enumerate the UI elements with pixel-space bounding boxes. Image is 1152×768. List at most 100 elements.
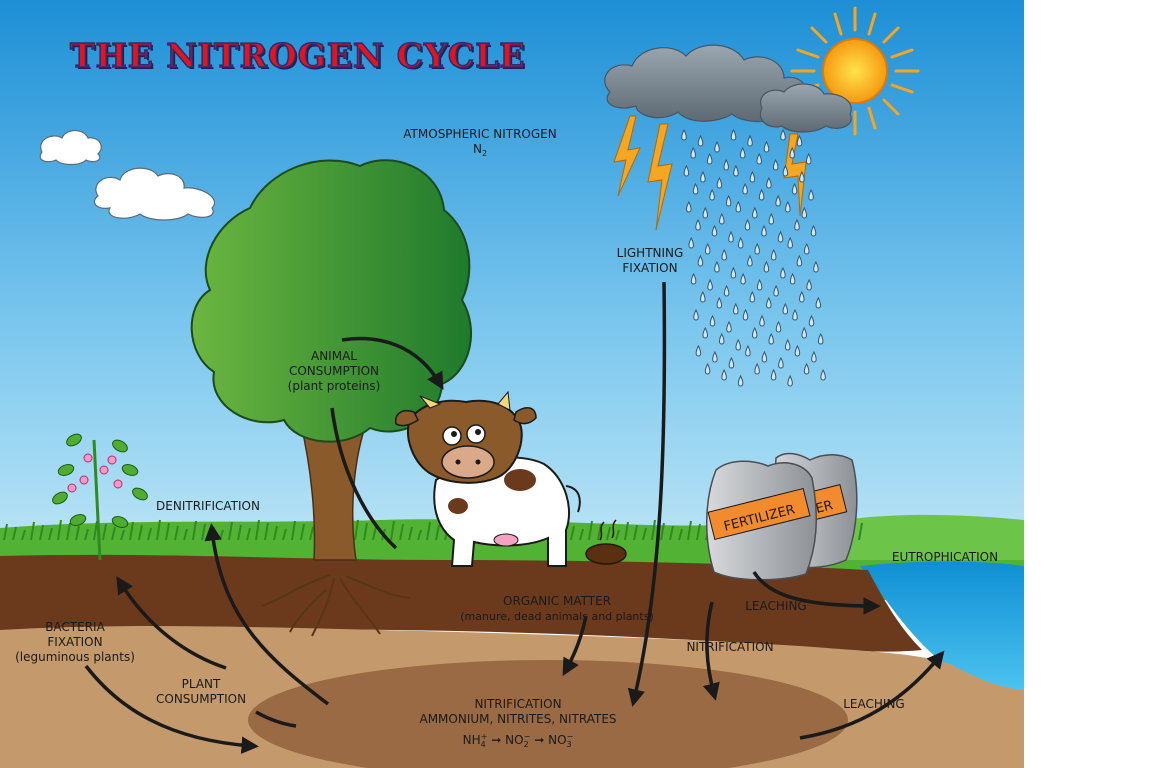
no2-text: NO bbox=[505, 733, 524, 747]
rain-drop-icon bbox=[820, 368, 826, 381]
rain-drop-icon bbox=[702, 326, 708, 339]
rain-drop-icon bbox=[711, 224, 718, 237]
lightning-text: LIGHTNING bbox=[616, 246, 684, 260]
rain-drop-icon bbox=[754, 242, 760, 255]
rain-drop-icon bbox=[690, 146, 696, 159]
grass-blade bbox=[237, 524, 242, 541]
grass-blade bbox=[57, 519, 62, 541]
rain-drop-icon bbox=[721, 368, 727, 381]
rain-drop-icon bbox=[693, 308, 699, 321]
grass-blade bbox=[291, 520, 296, 541]
grass-blade bbox=[624, 521, 629, 541]
plant-consumption-label: PLANT CONSUMPTION bbox=[156, 677, 246, 707]
leaching-bottom-label: LEACHING bbox=[843, 697, 905, 711]
rain-drop-icon bbox=[690, 272, 697, 285]
rain-drop-icon bbox=[777, 230, 784, 243]
rain-drop-icon bbox=[725, 194, 732, 207]
rain-drop-icon bbox=[805, 152, 812, 165]
grass-blade bbox=[75, 525, 80, 541]
grass-blade bbox=[21, 529, 26, 541]
nitrogen-formula: NH4+ ➞ NO2− ➞ NO3− bbox=[398, 729, 638, 752]
rain-drop-icon bbox=[801, 206, 808, 219]
water-pond bbox=[860, 561, 1024, 690]
grass-blade bbox=[246, 527, 251, 541]
rain-drop-icon bbox=[806, 278, 812, 291]
rain-drop-icon bbox=[700, 170, 706, 183]
grass-blade bbox=[120, 529, 125, 541]
grass-blade bbox=[417, 529, 422, 541]
rain-drop-icon bbox=[761, 224, 767, 237]
grass-blade bbox=[138, 524, 143, 541]
rain-drop-icon bbox=[756, 152, 762, 165]
grass-blade bbox=[174, 525, 179, 541]
rain-drop-icon bbox=[726, 320, 732, 333]
grass-blade bbox=[408, 526, 413, 541]
manure-icon bbox=[585, 519, 627, 565]
rain-drop-icon bbox=[758, 188, 765, 201]
nh4-text: NH bbox=[462, 733, 481, 747]
rain-drop-icon bbox=[747, 254, 753, 267]
rain-drop-icon bbox=[794, 218, 800, 231]
animal-consumption-text: CONSUMPTION bbox=[288, 364, 380, 378]
rain-drop-icon bbox=[721, 248, 727, 261]
arrow-denitrification bbox=[204, 523, 330, 706]
bacteria-text: BACTERIA bbox=[45, 620, 105, 634]
arrow-icon: ➞ bbox=[534, 733, 545, 747]
rain-drop-icon bbox=[737, 236, 744, 249]
nitrification-text: NITRIFICATION bbox=[474, 697, 562, 711]
rain-drop-icon bbox=[811, 350, 817, 363]
rain-drop-icon bbox=[766, 296, 772, 309]
rain-drop-icon bbox=[763, 140, 770, 153]
grass-blade bbox=[669, 525, 674, 541]
animal-text: ANIMAL bbox=[311, 349, 357, 363]
grass-blade bbox=[651, 519, 656, 541]
rain-drop-icon bbox=[714, 260, 720, 273]
rain-drop-icon bbox=[754, 362, 760, 375]
arrow-tree-to-ground bbox=[330, 407, 398, 550]
cow-icon bbox=[394, 390, 581, 567]
rain-drop-icon bbox=[794, 344, 801, 357]
grass-blade bbox=[435, 524, 440, 541]
rain-drop-icon bbox=[742, 308, 749, 321]
nitrate-pool bbox=[248, 660, 848, 768]
rain-drop-icon bbox=[700, 290, 706, 303]
no2-superscript: − bbox=[523, 732, 531, 741]
grass-blade bbox=[615, 529, 620, 541]
eutrophication-label: EUTROPHICATION bbox=[891, 550, 999, 564]
grass-blade bbox=[3, 523, 8, 541]
nh4-superscript: + bbox=[480, 732, 488, 741]
rain-drop-icon bbox=[739, 146, 746, 159]
no3-subscript: 3 bbox=[566, 740, 572, 749]
grass-blade bbox=[30, 521, 35, 541]
grass-blade bbox=[255, 519, 260, 541]
rain-drop-icon bbox=[796, 254, 803, 267]
rain-drop-icon bbox=[704, 242, 711, 255]
ammonium-text: AMMONIUM, NITRITES, NITRATES bbox=[419, 712, 617, 726]
rain-drop-icon bbox=[770, 368, 777, 381]
rain-drop-icon bbox=[716, 176, 723, 189]
no2-subscript: 2 bbox=[523, 740, 529, 749]
grass-blade bbox=[309, 526, 314, 541]
grass-blade bbox=[660, 522, 665, 541]
rain-drop-icon bbox=[749, 170, 756, 183]
rain-drop-icon bbox=[697, 254, 704, 267]
grass-blade bbox=[570, 525, 575, 541]
lightning-fixation-text: FIXATION bbox=[622, 261, 678, 275]
rain-drop-icon bbox=[796, 134, 803, 147]
denitrification-label: DENITRIFICATION bbox=[156, 499, 260, 513]
nitrification-right-label: NITRIFICATION bbox=[686, 640, 774, 654]
rain-drop-icon bbox=[759, 314, 765, 327]
rain-drop-icon bbox=[773, 284, 779, 297]
arrow-nitrification-right bbox=[702, 601, 720, 701]
rain-drop-icon bbox=[775, 194, 781, 207]
grass-blade bbox=[156, 519, 161, 541]
rain-drop-icon bbox=[789, 272, 796, 285]
nitrification-center-label: NITRIFICATION AMMONIUM, NITRITES, NITRAT… bbox=[398, 697, 638, 752]
grass-blade bbox=[390, 520, 395, 541]
rain-drop-icon bbox=[768, 212, 775, 225]
grass-blade bbox=[642, 527, 647, 541]
n2-formula: N2 bbox=[388, 142, 572, 161]
grass-blade bbox=[48, 527, 53, 541]
rain-drop-icon bbox=[728, 356, 735, 369]
rain-drop-icon bbox=[801, 326, 807, 339]
